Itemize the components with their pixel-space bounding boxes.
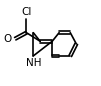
Text: NH: NH [26,58,41,68]
Text: O: O [4,34,12,44]
Text: Cl: Cl [21,7,32,17]
